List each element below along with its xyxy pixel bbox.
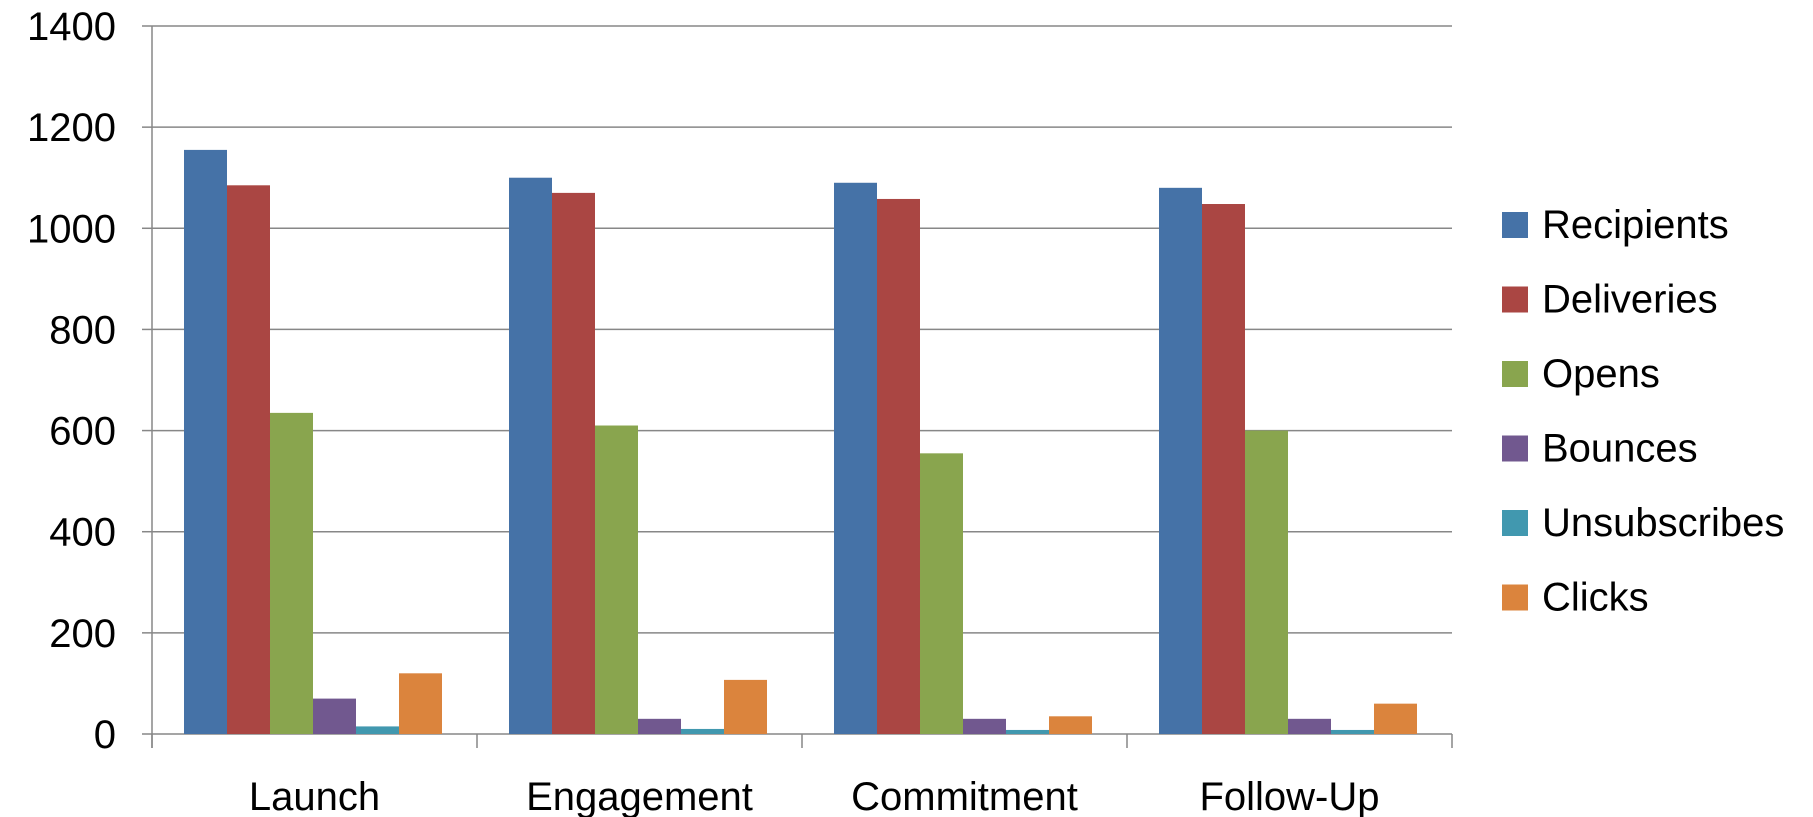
legend-item-deliveries: Deliveries <box>1502 278 1718 322</box>
y-tick-label: 200 <box>49 612 116 656</box>
legend-item-opens: Opens <box>1502 352 1660 396</box>
legend-label: Clicks <box>1542 576 1649 620</box>
legend-label: Bounces <box>1542 427 1698 471</box>
legend-swatch <box>1502 286 1528 313</box>
bar-opens-engagement <box>595 425 638 734</box>
y-tick-label: 1200 <box>27 106 116 150</box>
legend-item-recipients: Recipients <box>1502 203 1729 247</box>
gridlines <box>152 25 1452 634</box>
x-tick-label: Engagement <box>526 775 753 817</box>
legend: Recipients Deliveries Opens Bounces Unsubscr… <box>1502 203 1784 620</box>
legend-label: Unsubscribes <box>1542 501 1784 545</box>
y-tick-label: 1400 <box>27 5 116 49</box>
bar-deliveries-follow-up <box>1202 204 1245 735</box>
bar-opens-follow-up <box>1245 430 1288 734</box>
legend-item-clicks: Clicks <box>1502 576 1649 620</box>
bar-clicks-follow-up <box>1374 703 1417 734</box>
bar-unsubscribes-commitment <box>1006 729 1049 734</box>
bar-opens-launch <box>270 412 313 734</box>
bar-unsubscribes-engagement <box>681 728 724 734</box>
bar-bounces-engagement <box>638 718 681 734</box>
y-tick-label: 400 <box>49 511 116 555</box>
legend-swatch <box>1502 361 1528 387</box>
y-tick-label: 0 <box>94 713 116 757</box>
bar-deliveries-engagement <box>552 192 595 734</box>
x-tick-label: Follow-Up <box>1199 775 1379 817</box>
legend-swatch <box>1502 510 1528 536</box>
bar-recipients-commitment <box>834 182 877 734</box>
y-tick-label: 600 <box>49 410 116 454</box>
bar-recipients-launch <box>184 149 227 734</box>
x-tick-label: Commitment <box>851 775 1078 817</box>
legend-item-bounces: Bounces <box>1502 427 1698 471</box>
x-tick-label: Launch <box>249 775 380 817</box>
bar-recipients-engagement <box>509 177 552 734</box>
bar-clicks-launch <box>399 673 442 734</box>
legend-swatch <box>1502 584 1528 611</box>
legend-swatch <box>1502 212 1528 238</box>
legend-swatch <box>1502 435 1528 462</box>
legend-label: Opens <box>1542 352 1660 396</box>
bar-deliveries-commitment <box>877 198 920 734</box>
bar-bounces-commitment <box>963 718 1006 734</box>
x-axis-tick-labels: Launch Engagement Commitment Follow-Up <box>249 775 1380 817</box>
bar-clicks-engagement <box>724 679 767 734</box>
bar-unsubscribes-launch <box>356 726 399 734</box>
bar-clicks-commitment <box>1049 716 1092 734</box>
y-tick-label: 800 <box>49 308 116 352</box>
bar-bounces-launch <box>313 698 356 734</box>
bars <box>184 149 1417 735</box>
bar-bounces-follow-up <box>1288 718 1331 734</box>
legend-label: Deliveries <box>1542 278 1718 322</box>
bar-unsubscribes-follow-up <box>1331 729 1374 734</box>
bar-recipients-follow-up <box>1159 187 1202 735</box>
legend-label: Recipients <box>1542 203 1729 247</box>
legend-item-unsubscribes: Unsubscribes <box>1502 501 1784 545</box>
y-axis-tick-labels: 0 200 400 600 800 1000 1200 1400 <box>27 5 116 757</box>
bar-deliveries-launch <box>227 185 270 735</box>
bar-opens-commitment <box>920 453 963 734</box>
y-tick-label: 1000 <box>27 207 116 251</box>
